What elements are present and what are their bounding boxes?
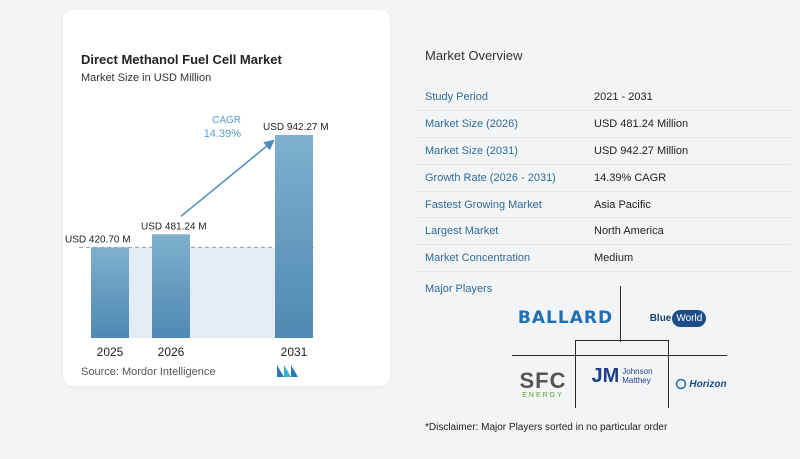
jm-logo-text: Johnson xyxy=(622,367,653,376)
disclaimer-text: *Disclaimer: Major Players sorted in no … xyxy=(425,422,668,433)
source-text: Source: Mordor Intelligence xyxy=(81,366,216,378)
overview-value: Medium xyxy=(594,252,634,265)
ballard-logo: BALLARD xyxy=(513,300,618,336)
data-label-2025: USD 420.70 M xyxy=(65,234,131,245)
overview-key: Market Concentration xyxy=(425,252,531,265)
overview-key: Market Size (2031) xyxy=(425,144,518,157)
overview-row: Market Size (2026) USD 481.24 Million xyxy=(415,111,790,138)
divider xyxy=(575,340,669,341)
overview-key: Market Size (2026) xyxy=(425,118,518,131)
overview-row: Largest Market North America xyxy=(415,218,790,245)
blue-world-logo: Blue World xyxy=(647,300,709,336)
jm-logo-text: Matthey xyxy=(622,376,651,385)
cagr-arrow xyxy=(180,139,275,217)
cagr-value: 14.39% xyxy=(204,128,242,140)
overview-row: Market Size (2031) USD 942.27 Million xyxy=(415,138,790,165)
blue-world-logo-text: Blue xyxy=(649,312,672,324)
sfc-logo-text: SFC xyxy=(519,367,567,393)
blue-world-logo-text: World xyxy=(672,309,707,327)
data-label-2026: USD 481.24 M xyxy=(141,221,207,232)
overview-table: Study Period 2021 - 2031 Market Size (2026… xyxy=(415,84,790,272)
overview-row: Study Period 2021 - 2031 xyxy=(415,84,790,111)
overview-value: USD 481.24 Million xyxy=(594,118,689,131)
market-size-card: Direct Methanol Fuel Cell Market Market … xyxy=(63,10,390,386)
horizon-swirl-icon xyxy=(676,378,687,390)
divider xyxy=(512,355,727,356)
sfc-energy-logo: SFC ENERGY xyxy=(515,364,571,404)
x-tick-2025: 2025 xyxy=(97,345,124,359)
horizon-logo-text: Horizon xyxy=(689,378,727,390)
chart-subtitle: Market Size in USD Million xyxy=(81,72,212,84)
bar-2031 xyxy=(275,135,313,338)
cagr-label: CAGR xyxy=(212,115,241,126)
overview-value: 14.39% CAGR xyxy=(594,171,667,184)
sfc-logo-text: ENERGY xyxy=(522,391,564,399)
overview-row: Fastest Growing Market Asia Pacific xyxy=(415,191,790,218)
overview-key: Growth Rate (2026 - 2031) xyxy=(425,171,556,184)
overview-value: 2021 - 2031 xyxy=(594,91,653,104)
johnson-matthey-logo: JM Johnson Matthey xyxy=(578,356,666,396)
overview-value: North America xyxy=(594,225,664,238)
overview-row: Growth Rate (2026 - 2031) 14.39% CAGR xyxy=(415,164,790,192)
divider xyxy=(620,286,621,342)
market-overview: Market Overview Study Period 2021 - 2031 M… xyxy=(415,0,800,459)
divider xyxy=(575,340,576,408)
mordor-logo-icon xyxy=(277,365,298,377)
chart-title: Direct Methanol Fuel Cell Market xyxy=(81,52,282,67)
ballard-logo-text: BALLARD xyxy=(517,308,614,328)
major-players-title: Major Players xyxy=(425,283,493,295)
x-tick-2031: 2031 xyxy=(281,345,308,359)
jm-logo-text: JM xyxy=(591,364,620,387)
horizon-logo: Horizon xyxy=(671,366,731,402)
data-label-2031: USD 942.27 M xyxy=(263,122,329,133)
bar-2025 xyxy=(91,247,129,338)
x-tick-2026: 2026 xyxy=(158,345,185,359)
bar-chart: USD 420.70 M 2025 USD 481.24 M 2026 USD 942.… xyxy=(65,115,329,359)
jm-logo-name: Johnson Matthey xyxy=(622,367,652,385)
overview-key: Fastest Growing Market xyxy=(425,198,542,211)
bar-2026 xyxy=(152,234,190,338)
divider xyxy=(668,340,669,408)
overview-value: USD 942.27 Million xyxy=(594,144,689,157)
overview-title: Market Overview xyxy=(425,48,523,63)
overview-key: Study Period xyxy=(425,91,488,104)
overview-row: Market Concentration Medium xyxy=(415,245,790,272)
overview-key: Largest Market xyxy=(425,225,499,238)
overview-value: Asia Pacific xyxy=(594,198,651,211)
